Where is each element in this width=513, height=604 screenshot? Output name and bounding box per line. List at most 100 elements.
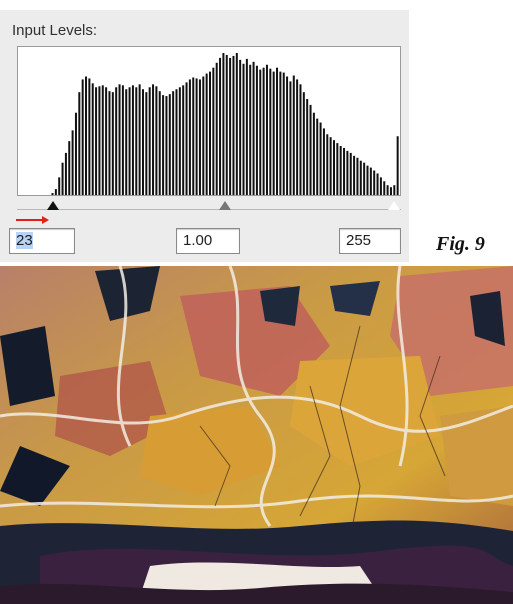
white-point-input[interactable]: 255 [339,228,401,254]
histogram-bar [239,59,242,195]
histogram-bar [182,85,185,195]
histogram-bar [309,104,312,195]
histogram-bar [111,92,114,195]
histogram-bar [359,160,362,195]
black-point-value: 23 [16,232,33,249]
histogram-bar [105,87,108,195]
histogram-bar [121,85,124,195]
histogram-bar [326,134,329,195]
histogram-bar [118,84,121,195]
histogram-bar [148,87,151,195]
histogram-bar [95,87,98,195]
histogram-bar [158,91,161,195]
black-point-handle[interactable] [47,201,59,210]
histogram-bar [286,76,289,195]
histogram-bar [262,67,265,195]
histogram-bar [363,162,366,195]
histogram-bar [255,65,258,195]
histogram-bar [265,64,268,195]
histogram-bar [219,57,222,195]
levels-panel: Input Levels: 23 1.00 255 [0,10,409,262]
histogram-bar [131,85,134,195]
stone-photo [0,266,513,604]
histogram-bar [98,86,101,195]
histogram-bar [393,185,396,195]
histogram-bar [188,79,191,195]
histogram-bar [81,79,84,195]
histogram-bar [172,91,175,195]
histogram-bar [376,173,379,195]
histogram-bar [74,112,77,195]
histogram-bar [125,89,128,195]
histogram-bar [101,85,104,195]
histogram-bar [332,140,335,195]
histogram-bar [138,84,141,195]
panel-title: Input Levels: [12,22,98,39]
black-point-input[interactable]: 23 [9,228,75,254]
histogram-bar [225,54,228,195]
histogram-bar [289,81,292,195]
histogram-bar [369,167,372,195]
histogram-bar [319,122,322,195]
histogram-bar [212,67,215,195]
histogram-graph [51,53,399,195]
histogram-bar [155,86,158,195]
histogram-bar [353,155,356,195]
histogram-bar [379,177,382,195]
histogram-bar [386,185,389,195]
histogram-bar [85,76,88,195]
histogram-bar [312,112,315,195]
histogram-bar [322,128,325,195]
histogram-bar [339,146,342,195]
histogram-bar [336,143,339,195]
histogram-bar [54,189,57,195]
figure-label: Fig. 9 [436,233,485,255]
histogram-bar [202,76,205,195]
white-point-handle[interactable] [387,200,401,211]
histogram-bar [229,57,232,195]
histogram-bar [152,84,155,195]
histogram-bar [162,95,165,195]
histogram-bar [396,136,399,195]
histogram-bar [296,79,299,195]
histogram-bar [269,68,272,195]
histogram-bar [292,75,295,195]
histogram [17,46,401,196]
histogram-bar [58,177,61,195]
histogram-bar [245,58,248,195]
histogram-bar [306,99,309,195]
histogram-bar [91,83,94,195]
gamma-handle[interactable] [219,201,231,210]
histogram-bar [175,89,178,195]
histogram-bar [276,67,279,195]
histogram-bar [108,91,111,195]
histogram-bar [316,118,319,195]
histogram-bar [366,165,369,195]
histogram-bar [282,72,285,195]
gamma-input[interactable]: 1.00 [176,228,240,254]
histogram-bar [383,181,386,195]
histogram-bar [259,69,262,195]
histogram-bar [145,92,148,195]
histogram-bar [272,71,275,195]
histogram-bar [198,79,201,195]
histogram-bar [215,62,218,195]
histogram-bar [185,82,188,195]
histogram-bar [222,53,225,195]
histogram-bar [349,152,352,195]
histogram-bar [71,130,74,195]
histogram-bar [329,137,332,195]
histogram-bar [373,170,376,195]
histogram-bar [141,89,144,195]
histogram-bar [51,193,54,195]
histogram-bar [165,96,168,195]
histogram-bar [178,87,181,195]
histogram-bar [115,87,118,195]
histogram-bar [192,77,195,195]
white-point-value: 255 [346,232,372,249]
histogram-bar [195,78,198,195]
histogram-bar [135,87,138,195]
histogram-bar [68,141,71,195]
histogram-bar [78,92,81,195]
histogram-bar [205,73,208,195]
